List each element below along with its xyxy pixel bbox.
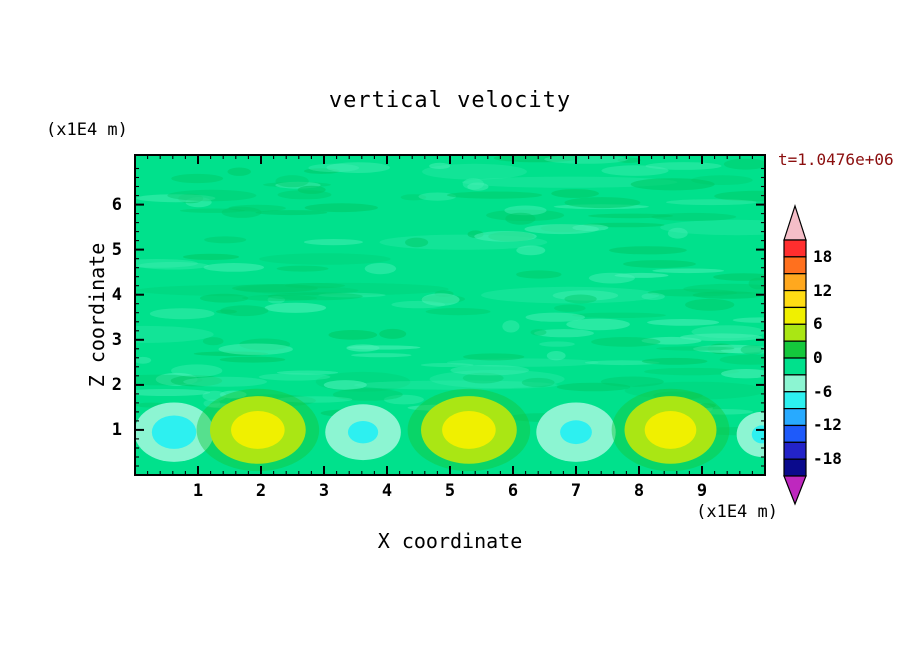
y-tick-label: 1 — [111, 419, 122, 440]
colorbar-box — [783, 256, 807, 275]
x-tick-label: 6 — [507, 481, 519, 501]
colorbar-tick-label: 6 — [813, 314, 823, 334]
x-tick-label: 5 — [444, 481, 456, 501]
x-axis-title: X coordinate — [377, 529, 523, 553]
colorbar — [783, 204, 807, 506]
y-tick-label: 6 — [111, 194, 122, 215]
x-tick-label: 4 — [381, 481, 393, 501]
cell-core — [751, 425, 765, 444]
cell-outer — [736, 411, 765, 457]
cell-core — [231, 411, 285, 449]
time-annotation: t=1.0476e+06 — [778, 150, 894, 169]
x-tick-label: 3 — [318, 481, 330, 501]
convective-cells — [135, 388, 765, 472]
x-tick-label: 8 — [633, 481, 645, 501]
colorbar-over-arrow — [783, 204, 807, 241]
colorbar-box — [783, 458, 807, 477]
x-tick-label: 9 — [696, 481, 708, 501]
plot-border — [134, 154, 766, 476]
colorbar-tick-label: 0 — [813, 348, 823, 368]
colorbar-box — [783, 289, 807, 309]
colorbar-box — [783, 357, 807, 376]
colorbar-box — [783, 424, 807, 443]
colorbar-tick-label: -12 — [813, 415, 842, 435]
cell-core — [442, 411, 496, 449]
cell-core — [347, 420, 379, 444]
colorbar-box — [783, 408, 807, 427]
cell-core — [644, 411, 697, 449]
y-tick-label: 2 — [111, 374, 122, 395]
x-tick-label: 7 — [570, 481, 582, 501]
colorbar-under-arrow — [783, 475, 807, 506]
y-tick-label: 5 — [111, 239, 122, 260]
colorbar-box — [783, 340, 807, 359]
cell-core — [151, 415, 197, 449]
colorbar-box — [783, 391, 807, 410]
colorbar-tick-label: 12 — [813, 280, 833, 300]
colorbar-tick-label: 18 — [813, 246, 833, 266]
x-axis-unit-label: (x1E4 m) — [696, 502, 778, 522]
colorbar-tick-label: -6 — [813, 381, 833, 401]
y-tick-label: 4 — [111, 284, 122, 305]
y-tick-label: 3 — [111, 329, 122, 350]
colorbar-box — [783, 306, 807, 325]
colorbar-box — [783, 441, 807, 460]
colorbar-box — [783, 374, 807, 393]
colorbar-box — [783, 323, 807, 342]
cell-core — [560, 420, 592, 445]
chart-title: vertical velocity — [328, 88, 572, 113]
colorbar-tick-label: -18 — [813, 449, 842, 469]
colorbar-box — [783, 239, 807, 258]
x-tick-label: 1 — [192, 481, 204, 501]
z-axis-unit-label: (x1E4 m) — [46, 120, 128, 140]
x-tick-label: 2 — [255, 481, 267, 501]
colorbar-box — [783, 273, 807, 292]
